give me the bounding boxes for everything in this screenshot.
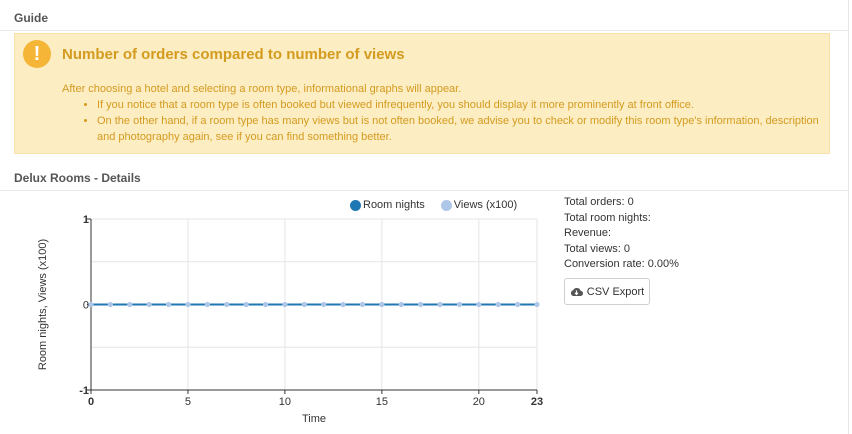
data-point xyxy=(127,301,133,308)
data-point xyxy=(340,301,346,308)
data-point xyxy=(224,301,230,308)
data-point xyxy=(534,301,540,308)
y-axis-title: Room nights, Views (x100) xyxy=(37,239,49,370)
alert-title: Number of orders compared to number of v… xyxy=(62,46,405,63)
legend-label-views[interactable]: Views (x100) xyxy=(453,199,518,211)
csv-export-button[interactable]: CSV Export xyxy=(564,278,650,305)
exclamation-icon: ! xyxy=(23,40,51,68)
data-point xyxy=(88,301,94,308)
total-room-nights: Total room nights: xyxy=(564,211,651,224)
total-orders: Total orders: 0 xyxy=(564,196,634,208)
legend-dot-views xyxy=(440,199,452,211)
data-point xyxy=(262,301,269,308)
panel-border xyxy=(848,0,849,434)
x-tick-label: 0 xyxy=(88,396,94,408)
data-point xyxy=(418,301,424,308)
data-point xyxy=(301,301,307,308)
alert-bullet: If you notice that a room type is often … xyxy=(97,97,822,113)
data-point xyxy=(456,301,463,308)
data-point xyxy=(146,301,152,308)
x-tick-label: 10 xyxy=(279,396,291,408)
alert-intro: After choosing a hotel and selecting a r… xyxy=(62,83,462,95)
legend-label-room-nights[interactable]: Room nights xyxy=(363,199,425,211)
legend-dot-room-nights xyxy=(350,199,361,211)
data-point xyxy=(282,301,288,308)
csv-export-label: CSV Export xyxy=(586,285,645,298)
chart-legend: Room nights Views (x100) xyxy=(350,199,517,211)
guide-alert: ! Number of orders compared to number of… xyxy=(14,33,830,154)
guide-heading: Guide xyxy=(14,11,49,25)
y-tick-label: -1 xyxy=(79,385,89,397)
data-point xyxy=(185,301,191,308)
data-point xyxy=(379,301,385,308)
data-point xyxy=(204,301,210,308)
conversion-rate: Conversion rate: 0.00% xyxy=(564,258,679,270)
y-tick-label: 0 xyxy=(83,300,89,312)
y-tick-label: 1 xyxy=(83,214,89,226)
data-point xyxy=(107,301,113,308)
data-point xyxy=(321,301,327,308)
divider xyxy=(0,190,848,191)
revenue: Revenue: xyxy=(564,227,612,239)
total-views: Total views: 0 xyxy=(564,242,631,255)
data-point xyxy=(359,301,366,308)
details-heading: Delux Rooms - Details xyxy=(14,171,141,185)
x-axis-title: Time xyxy=(302,413,326,425)
data-point xyxy=(495,301,501,308)
data-point xyxy=(398,301,404,308)
stats-panel: Total orders: 0 Total room nights: Reven… xyxy=(564,195,679,273)
alert-body: After choosing a hotel and selecting a r… xyxy=(62,81,822,145)
x-tick-label: 5 xyxy=(185,396,191,408)
data-point xyxy=(476,301,482,308)
data-point xyxy=(165,301,172,308)
x-tick-label: 15 xyxy=(376,396,388,408)
divider xyxy=(0,30,848,31)
alert-bullets: If you notice that a room type is often … xyxy=(62,97,822,145)
x-tick-label: 20 xyxy=(473,396,485,408)
data-point xyxy=(515,301,521,308)
data-point xyxy=(437,301,443,308)
x-tick-label: 23 xyxy=(531,396,543,408)
cloud-download-icon xyxy=(570,287,583,297)
alert-bullet: On the other hand, if a room type has ma… xyxy=(97,113,822,145)
data-point xyxy=(243,301,249,308)
